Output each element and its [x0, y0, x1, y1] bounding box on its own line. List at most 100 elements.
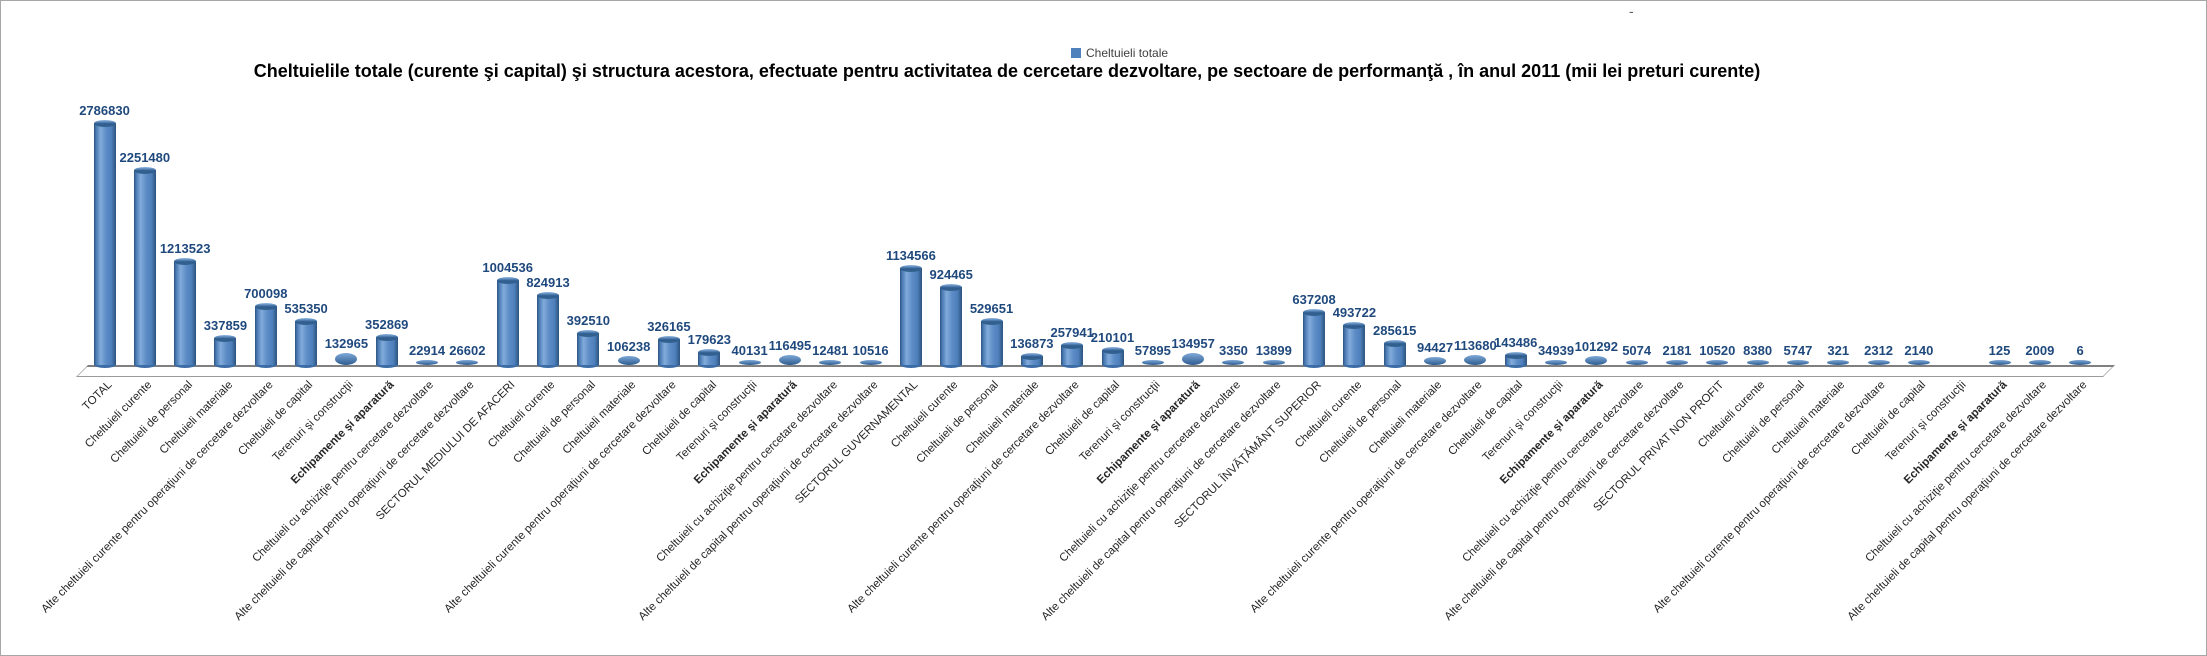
data-label: 535350 [284, 300, 328, 316]
data-label: 1213523 [159, 241, 211, 257]
data-label: 824913 [526, 275, 570, 291]
data-label: 257941 [1050, 325, 1094, 341]
legend-label: Cheltuieli totale [1086, 46, 1169, 60]
data-label: 2786830 [79, 103, 130, 118]
x-axis-label: Terenuri şi construcţii [1883, 379, 1969, 464]
bar [899, 265, 922, 368]
bar [1867, 360, 1890, 365]
bar [1625, 360, 1648, 365]
data-label: 2140 [1904, 343, 1934, 358]
data-label: 924465 [929, 266, 973, 282]
x-axis-label: Cheltuieli de capital [1446, 379, 1526, 459]
data-label: 493722 [1332, 304, 1377, 320]
bar [940, 283, 963, 368]
bar [335, 353, 358, 365]
bar [859, 360, 882, 365]
x-axis-label: Cheltuieli de capital [639, 379, 719, 459]
legend-swatch-icon [1071, 48, 1081, 58]
data-label: 113680 [1454, 338, 1497, 353]
data-label: 125 [1988, 343, 2011, 358]
data-label: 179623 [687, 332, 731, 348]
bar [1464, 355, 1487, 365]
bar [657, 336, 680, 368]
bar [1988, 360, 2011, 365]
bar [698, 349, 721, 368]
data-label: 106238 [606, 338, 651, 354]
bar [496, 276, 519, 368]
data-label: 326165 [647, 319, 691, 335]
bar [1504, 352, 1527, 368]
data-label: 285615 [1373, 322, 1417, 338]
bar [1665, 360, 1688, 365]
bar [1141, 359, 1164, 365]
bar [1706, 360, 1729, 365]
bar [1746, 360, 1769, 365]
data-label: 2312 [1864, 343, 1894, 358]
bar [456, 360, 479, 365]
bar [617, 355, 640, 365]
data-label: 6 [2076, 343, 2084, 358]
data-label: 2251480 [119, 150, 171, 166]
bar [980, 318, 1003, 368]
bar [295, 317, 318, 368]
data-label: 26602 [449, 343, 486, 358]
x-axis-label: Cheltuieli materiale [963, 379, 1042, 457]
bar [1101, 346, 1124, 368]
data-label: 210101 [1090, 329, 1135, 345]
bar [738, 360, 761, 365]
x-axis-label: Terenuri şi construcţii [674, 379, 760, 464]
bar [133, 167, 156, 368]
bar [577, 330, 600, 368]
bar [1222, 360, 1245, 365]
data-label: 2181 [1662, 343, 1692, 358]
data-label: 3350 [1218, 343, 1248, 358]
x-axis-label: Cheltuieli materiale [157, 379, 235, 457]
bar [1343, 321, 1366, 368]
data-label: 10520 [1699, 343, 1736, 358]
data-label: 132965 [324, 336, 369, 352]
data-label: 1134566 [885, 248, 936, 264]
data-label: 529651 [969, 301, 1014, 317]
bar [819, 360, 842, 365]
data-label: 321 [1827, 343, 1850, 358]
bar [1061, 342, 1084, 368]
bar [1786, 360, 1809, 365]
data-label: 143486 [1493, 335, 1538, 351]
legend: Cheltuieli totale [1071, 46, 1168, 60]
bar [1424, 356, 1447, 365]
data-label: 5074 [1622, 343, 1652, 358]
data-label: 637208 [1292, 291, 1336, 307]
data-label: 1004536 [482, 259, 533, 275]
bar [537, 292, 560, 368]
bar [1262, 360, 1285, 365]
data-label: 12481 [812, 343, 849, 358]
bar [1585, 356, 1608, 365]
bar [93, 120, 116, 368]
data-label: 34939 [1537, 343, 1575, 358]
data-label: 134957 [1171, 336, 1215, 352]
data-label: 2009 [2025, 343, 2055, 358]
bar [254, 303, 277, 368]
bar [1383, 339, 1406, 368]
bar [174, 258, 197, 368]
bar [2069, 360, 2092, 365]
x-axis-label: Cheltuieli de capital [1042, 379, 1122, 459]
data-label: 94427 [1416, 339, 1454, 355]
x-axis-label: Cheltuieli materiale [1366, 379, 1445, 457]
x-axis-label: TOTAL [80, 379, 114, 413]
data-label: 352869 [365, 316, 409, 332]
data-label: 5747 [1783, 343, 1813, 358]
data-label: 101292 [1574, 339, 1619, 355]
data-label: 700098 [244, 286, 288, 302]
chart-title: Cheltuielile totale (curente şi capital)… [253, 61, 1761, 81]
bar [1020, 352, 1043, 368]
stray-mark: - [1629, 3, 1634, 19]
bar [1182, 353, 1205, 365]
data-label: 116495 [768, 337, 812, 353]
data-label: 8380 [1743, 343, 1773, 358]
data-label: 337859 [203, 318, 248, 334]
data-label: 392510 [566, 313, 611, 329]
bar [1545, 360, 1568, 365]
data-label: 22914 [408, 343, 446, 358]
bar [1827, 360, 1850, 365]
